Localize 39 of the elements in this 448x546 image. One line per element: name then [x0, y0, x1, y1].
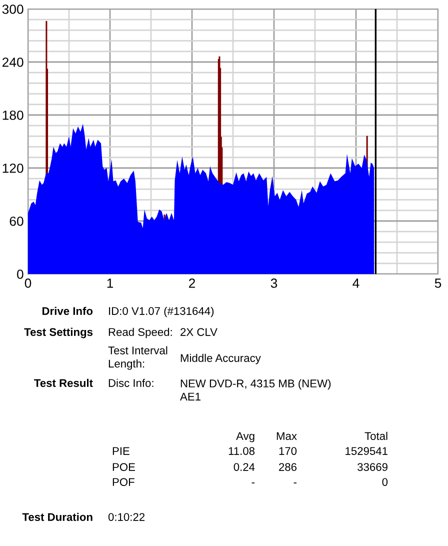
text: Drive Info: [42, 306, 93, 315]
text: Read Speed:: [108, 328, 172, 338]
x-tick-label: 5: [434, 278, 442, 288]
x-tick-label: 0: [24, 278, 32, 288]
y-tick-label: 240: [2, 58, 24, 67]
x-tick-label: 2: [188, 278, 196, 288]
text: Max: [276, 432, 297, 440]
text: -: [294, 482, 297, 484]
text: Test Duration: [22, 512, 92, 521]
text: 0.24: [234, 463, 255, 471]
text: Test Settings: [24, 328, 93, 338]
y-tick-label: 0: [17, 270, 24, 279]
text: Avg: [236, 432, 254, 442]
text: Test Result: [34, 378, 93, 387]
text: -: [252, 482, 255, 484]
text: ID:0 V1.07 (#131644): [109, 306, 214, 318]
text: Disc Info:: [108, 378, 154, 387]
y-tick-label: 300: [2, 4, 24, 14]
y-tick-label: 60: [10, 216, 24, 226]
text: Total: [364, 432, 388, 440]
y-tick-label: 180: [2, 110, 24, 120]
text: 11.08: [228, 447, 255, 455]
x-tick-label: 3: [270, 278, 278, 288]
x-tick-label: 1: [107, 278, 114, 288]
text: 286: [279, 463, 297, 471]
text: 0:10:22: [108, 513, 145, 521]
text: Test Interval Length:: [108, 346, 168, 370]
text: 2X CLV: [180, 328, 218, 336]
text: 170: [279, 447, 297, 455]
text: 1529541: [346, 447, 388, 455]
x-tick-label: 4: [352, 278, 360, 288]
text: 0: [382, 478, 388, 486]
text: 33669: [358, 463, 388, 471]
text: NEW DVD-R, 4315 MB (NEW) AE1: [180, 379, 331, 400]
text: Middle Accuracy: [180, 354, 261, 364]
text: POF: [112, 478, 134, 486]
text: PIE: [112, 447, 130, 455]
y-tick-label: 120: [2, 164, 24, 173]
text: POE: [112, 463, 135, 471]
